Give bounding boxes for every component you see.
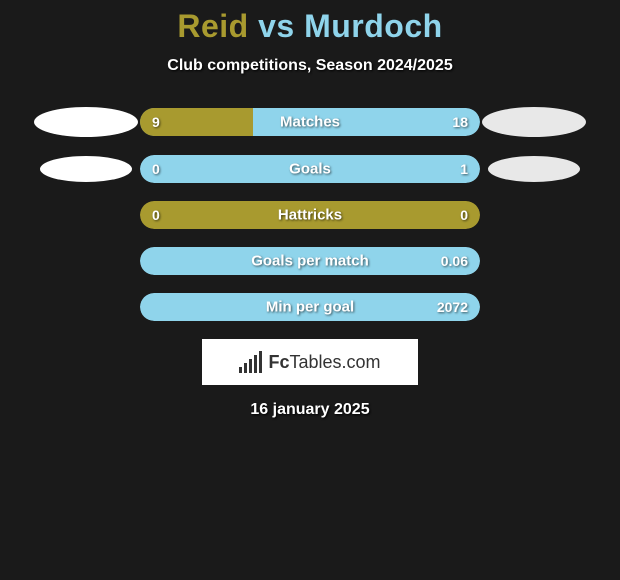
player2-avatar [488,156,580,182]
logo-bar [259,351,262,373]
stat-label: Goals per match [251,253,369,270]
stat-bar: Min per goal 2072 [140,293,480,321]
stat-value-left: 0 [152,161,160,177]
stat-row: Min per goal 2072 [0,293,620,321]
logo-bar [244,363,247,373]
stat-label: Hattricks [278,207,342,224]
player2-avatar [482,107,586,137]
stat-row: Goals per match 0.06 [0,247,620,275]
stat-value-right: 0 [460,207,468,223]
avatar-slot-right [480,156,588,182]
stats-container: Matches 9 18 Goals 0 1 Hattricks 0 0 Goals per ma… [0,107,620,321]
logo-suffix: Tables.com [289,352,380,372]
stat-bar: Goals per match 0.06 [140,247,480,275]
stat-value-right: 1 [460,161,468,177]
logo-bar [249,359,252,373]
stat-label: Matches [280,114,340,131]
logo-bar [239,367,242,373]
logo-box: FcTables.com [202,339,418,385]
vs-text: vs [258,8,295,44]
avatar-slot-left [32,156,140,182]
stat-bar: Matches 9 18 [140,108,480,136]
date-text: 16 january 2025 [0,401,620,419]
subtitle: Club competitions, Season 2024/2025 [0,57,620,75]
player1-avatar [34,107,138,137]
stat-bar: Goals 0 1 [140,155,480,183]
logo-text: FcTables.com [268,352,380,373]
stat-value-right: 0.06 [441,253,468,269]
stat-label: Min per goal [266,299,354,316]
logo-bar [254,355,257,373]
stat-value-right: 2072 [437,299,468,315]
player2-name: Murdoch [304,8,443,44]
comparison-widget: Reid vs Murdoch Club competitions, Seaso… [0,0,620,419]
stat-label: Goals [289,161,331,178]
stat-value-right: 18 [452,114,468,130]
stat-row: Goals 0 1 [0,155,620,183]
player1-name: Reid [177,8,248,44]
logo-prefix: Fc [268,352,289,372]
avatar-slot-left [32,107,140,137]
stat-value-left: 0 [152,207,160,223]
barchart-icon [239,351,262,373]
stat-bar: Hattricks 0 0 [140,201,480,229]
page-title: Reid vs Murdoch [0,8,620,45]
avatar-slot-right [480,107,588,137]
stat-value-left: 9 [152,114,160,130]
stat-row: Matches 9 18 [0,107,620,137]
player1-avatar [40,156,132,182]
stat-row: Hattricks 0 0 [0,201,620,229]
